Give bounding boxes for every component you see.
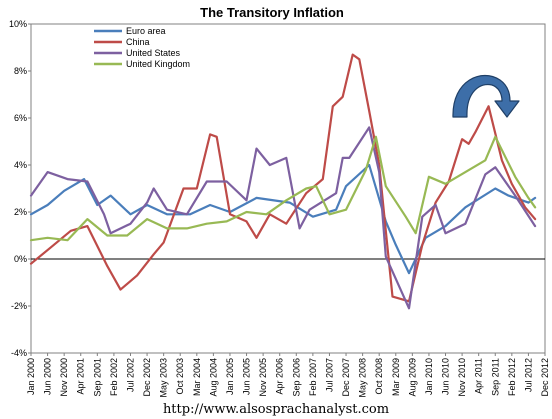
- series-line-united-kingdom: [29, 135, 537, 242]
- x-tick-label: Sep 2001: [92, 358, 102, 397]
- x-tick-label: Sep 2011: [490, 358, 500, 396]
- x-tick-label: Feb 2007: [308, 358, 318, 396]
- y-tick-label: 6%: [14, 113, 27, 123]
- y-tick-label: -2%: [11, 301, 27, 311]
- x-tick-label: Nov 2000: [59, 358, 69, 397]
- x-tick-label: Jan 2000: [26, 358, 36, 395]
- chart-title: The Transitory Inflation: [200, 5, 344, 20]
- x-tick-label: Aug 2004: [208, 358, 218, 397]
- legend-label-china: China: [126, 37, 150, 47]
- x-tick-label: Jun 2000: [43, 358, 53, 395]
- legend-label-united-kingdom: United Kingdom: [126, 59, 190, 69]
- x-tick-label: May 2008: [358, 358, 368, 398]
- y-tick-label: 0%: [14, 254, 27, 264]
- x-tick-label: Jul 2007: [325, 358, 335, 392]
- series-layer: [29, 53, 537, 310]
- x-tick-label: Feb 2012: [507, 358, 517, 396]
- y-axis: 10% 8% 6% 4% 2% 0% -2% -4%: [9, 19, 31, 358]
- x-tick-label: Mar 2004: [192, 358, 202, 396]
- x-tick-label: Jun 2010: [441, 358, 451, 395]
- x-tick-label: Dec 2007: [341, 358, 351, 397]
- legend-label-euro-area: Euro area: [126, 26, 166, 36]
- footer-url: http://www.alsosprachanalyst.com: [163, 402, 389, 417]
- y-tick-label: 4%: [14, 160, 27, 170]
- x-tick-label: Apr 2006: [275, 358, 285, 395]
- y-tick-label: 10%: [9, 19, 27, 29]
- y-tick-label: 2%: [14, 207, 27, 217]
- x-tick-label: Jun 2005: [242, 358, 252, 395]
- series-line-euro-area: [29, 163, 537, 275]
- series-line-united-states: [29, 126, 537, 310]
- y-tick-label: -4%: [11, 348, 27, 358]
- legend-label-united-states: United States: [126, 48, 181, 58]
- x-tick-label: Apr 2001: [76, 358, 86, 395]
- x-tick-label: Aug 2009: [407, 358, 417, 397]
- x-tick-label: Nov 2005: [258, 358, 268, 397]
- x-tick-label: Jan 2005: [225, 358, 235, 395]
- x-tick-label: Feb 2002: [109, 358, 119, 396]
- x-tick-label: Jul 2012: [523, 358, 533, 392]
- series-line-china: [29, 53, 537, 303]
- x-tick-label: Oct 2003: [175, 358, 185, 395]
- x-tick-label: Sep 2006: [291, 358, 301, 397]
- x-tick-label: Jul 2002: [126, 358, 136, 392]
- x-tick-label: Mar 2009: [391, 358, 401, 396]
- x-tick-label: Oct 2008: [374, 358, 384, 395]
- x-tick-label: Apr 2011: [474, 358, 484, 394]
- x-tick-label: Nov 2010: [457, 358, 467, 397]
- y-tick-label: 8%: [14, 66, 27, 76]
- plot-area: [30, 23, 546, 354]
- x-tick-label: Jan 2010: [424, 358, 434, 395]
- x-tick-label: May 2003: [159, 358, 169, 398]
- x-tick-label: Dec 2012: [540, 358, 550, 397]
- x-axis: Jan 2000 Jun 2000 Nov 2000 Apr 2001 Sep 2001…: [26, 353, 550, 398]
- x-tick-label: Dec 2002: [142, 358, 152, 397]
- curved-arrow-icon: [452, 75, 520, 118]
